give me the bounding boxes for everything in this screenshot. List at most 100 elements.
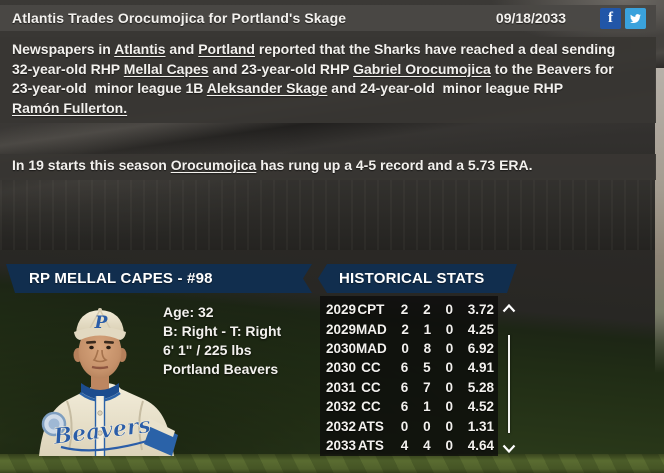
jersey-seam-left: [66, 400, 73, 451]
player-cap: [76, 310, 124, 333]
article-paragraph-trade: Newspapers in Atlantis and Portland repo…: [0, 37, 656, 123]
chevron-up-icon[interactable]: [500, 300, 518, 316]
stat-year: 2029: [326, 321, 357, 337]
stat-team: ATS: [357, 437, 384, 453]
stats-row: 2030 CC 6 5 0 4.91: [324, 358, 494, 377]
stat-era: 4.25: [467, 321, 494, 337]
stat-l: 1: [423, 399, 431, 415]
text-segment: and 23-year-old RHP: [208, 60, 354, 77]
stat-team: ATS: [357, 418, 384, 434]
chevron-down-icon[interactable]: [500, 440, 518, 456]
cap-brim: [74, 327, 126, 340]
stat-l: 7: [423, 379, 431, 395]
stats-row: 2033 ATS 4 4 0 4.64: [324, 436, 494, 455]
text-segment: Newspapers in: [12, 41, 115, 57]
text-segment: reported that the Sharks have reached a …: [12, 41, 616, 77]
stat-sv: 0: [445, 340, 454, 356]
news-header-bar: Atlantis Trades Orocumojica for Portland…: [0, 5, 656, 31]
stat-team: CC: [361, 399, 381, 415]
stat-year: 2031: [326, 379, 357, 395]
stat-l: 0: [423, 418, 431, 434]
jersey-button: [97, 430, 103, 436]
facebook-share-icon[interactable]: f: [600, 7, 621, 29]
stat-w: 0: [400, 418, 409, 434]
cap-letter: P: [94, 313, 109, 333]
stat-sv: 0: [445, 302, 453, 318]
news-date: 09/18/2033: [495, 10, 566, 26]
undershirt-collar: [81, 383, 119, 399]
stat-team: CC: [361, 360, 381, 376]
stat-sv: 0: [445, 399, 453, 415]
text-link[interactable]: Ramón Fullerton.: [12, 99, 128, 116]
twitter-bird-icon: [630, 13, 641, 23]
stat-year: 2029: [326, 302, 357, 318]
text-link[interactable]: Gabriel Orocumojica: [353, 60, 491, 77]
jersey-seam-right: [138, 400, 144, 451]
twitter-share-icon[interactable]: [625, 7, 646, 29]
stat-sv: 0: [445, 379, 453, 395]
stats-row: 2032 CC 6 1 0 4.52: [324, 397, 494, 416]
stadium-stands-texture: [0, 178, 664, 262]
stats-row: 2029 MAD 2 1 0 4.25: [324, 319, 494, 338]
player-age: Age: 32: [163, 304, 214, 320]
stat-year: 2032: [326, 399, 357, 415]
player-eye: [106, 345, 111, 350]
stat-sv: 0: [445, 360, 453, 376]
text-segment: has rung up a 4-5 record and a 5.73 ERA.: [256, 157, 533, 173]
player-team: Portland Beavers: [163, 361, 279, 377]
stat-era: 3.72: [467, 302, 494, 318]
historical-stats-banner: HISTORICAL STATS: [318, 264, 517, 293]
sleeve-patch-center: [48, 418, 60, 430]
player-nose: [92, 349, 108, 363]
jersey-script-swash: [60, 439, 148, 452]
stat-sv: 0: [445, 418, 453, 434]
stat-era: 1.31: [467, 418, 494, 434]
jersey-placket: [95, 396, 105, 456]
stat-era: 5.28: [467, 379, 494, 395]
stats-scrollbar: [500, 300, 518, 456]
stat-w: 2: [400, 302, 409, 318]
player-height-weight: 6' 1" / 225 lbs: [163, 342, 252, 358]
text-link[interactable]: Portland: [198, 41, 255, 57]
player-eye: [89, 345, 94, 350]
stat-era: 4.91: [467, 360, 494, 376]
stat-year: 2030: [326, 340, 357, 356]
stat-w: 6: [400, 360, 409, 376]
stat-w: 4: [400, 437, 409, 453]
stat-w: 6: [400, 399, 409, 415]
stat-team: CC: [361, 379, 381, 395]
stat-l: 5: [423, 360, 431, 376]
stat-team: MAD: [356, 340, 387, 356]
stat-team: MAD: [356, 321, 387, 337]
stat-era: 4.64: [467, 437, 494, 453]
jersey-button: [97, 410, 103, 416]
stadium-light-pole: [655, 68, 664, 373]
text-segment: and 24-year-old minor league RHP: [331, 80, 564, 96]
text-link[interactable]: Orocumojica: [170, 157, 257, 173]
stat-w: 2: [401, 321, 409, 337]
player-panel-title: RP MELLAL CAPES - #98: [29, 270, 213, 287]
historical-stats-title: HISTORICAL STATS: [339, 270, 485, 287]
text-link[interactable]: Aleksander Skage: [206, 80, 328, 96]
text-link[interactable]: Atlantis: [114, 41, 166, 57]
text-segment: In 19 starts this season: [12, 157, 171, 173]
player-info-block: Age: 32 B: Right - T: Right 6' 1" / 225 …: [163, 303, 281, 379]
text-link[interactable]: Mellal Capes: [123, 60, 209, 77]
stat-team: CPT: [357, 302, 385, 318]
article-paragraph-season: In 19 starts this season Orocumojica has…: [0, 154, 656, 180]
stats-row: 2029 CPT 2 2 0 3.72: [324, 300, 494, 319]
stat-era: 4.52: [467, 399, 494, 415]
facebook-f-glyph: f: [608, 9, 613, 26]
grass-strip: [0, 454, 664, 473]
stats-row: 2032 ATS 0 0 0 1.31: [324, 416, 494, 435]
stat-year: 2033: [326, 437, 357, 453]
text-segment: to the Beavers for 23-year-old minor lea…: [12, 60, 614, 97]
player-panel-banner: RP MELLAL CAPES - #98: [6, 264, 312, 293]
player-bats-throws: B: Right - T: Right: [163, 323, 282, 339]
historical-stats-table: 2029 CPT 2 2 0 3.72 2029 MAD 2 1 0 4.25 2030 MAD 0 8 0 6.…: [320, 296, 498, 456]
stat-w: 0: [401, 340, 409, 356]
stat-sv: 0: [445, 437, 453, 453]
scrollbar-thumb[interactable]: [508, 335, 510, 433]
player-eyebrow: [103, 340, 114, 344]
